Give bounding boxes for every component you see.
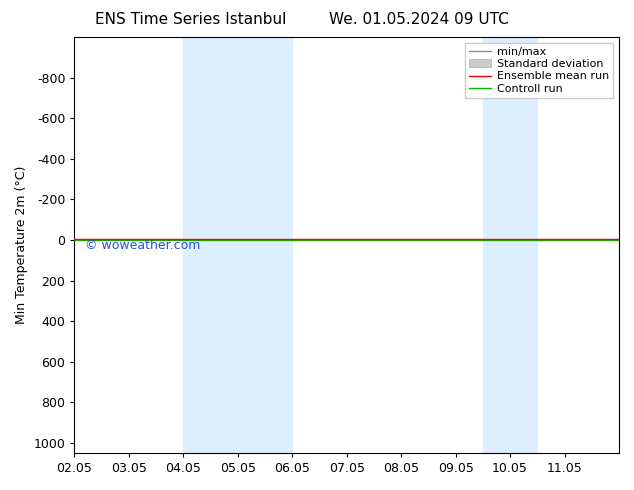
- Bar: [183, 37, 292, 453]
- Text: ENS Time Series Istanbul: ENS Time Series Istanbul: [94, 12, 286, 27]
- Text: © woweather.com: © woweather.com: [86, 239, 201, 251]
- Y-axis label: Min Temperature 2m (°C): Min Temperature 2m (°C): [15, 166, 28, 324]
- Text: We. 01.05.2024 09 UTC: We. 01.05.2024 09 UTC: [328, 12, 508, 27]
- Bar: [483, 37, 538, 453]
- Legend: min/max, Standard deviation, Ensemble mean run, Controll run: min/max, Standard deviation, Ensemble me…: [465, 43, 614, 98]
